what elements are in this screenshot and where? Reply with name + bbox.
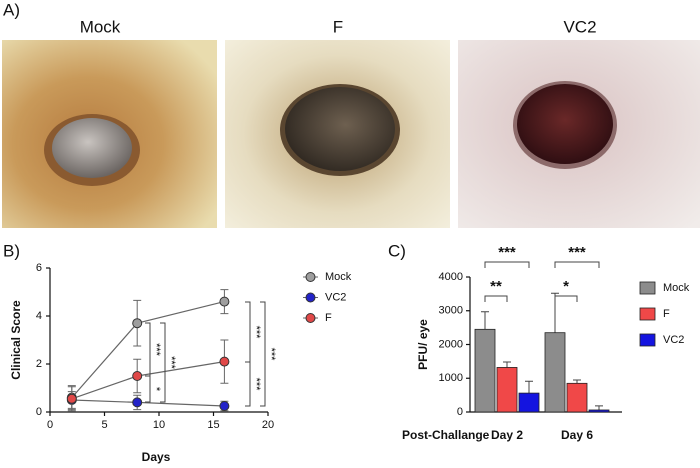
photo <box>225 40 450 228</box>
significance-label: *** <box>265 348 277 362</box>
x-tick-label: 15 <box>207 419 219 431</box>
significance-bracket <box>160 322 166 403</box>
significance-bracket <box>484 295 508 302</box>
significance-bracket <box>245 361 251 407</box>
bar <box>588 409 610 413</box>
legend-label: VC2 <box>663 334 684 346</box>
significance-label: *** <box>250 378 262 392</box>
series-line <box>71 301 225 398</box>
y-tick-label: 0 <box>457 406 463 418</box>
y-axis-label: Clinical Score <box>9 300 23 380</box>
x-tick-label: 0 <box>47 419 53 431</box>
significance-bracket <box>484 261 530 268</box>
series-line <box>71 399 225 407</box>
significance-label: * <box>563 278 569 295</box>
point <box>219 401 230 411</box>
photo-label: F <box>333 17 343 36</box>
y-tick-label: 2000 <box>439 338 463 350</box>
significance-bracket <box>554 261 600 268</box>
significance-label: *** <box>250 326 262 340</box>
error-bar <box>481 311 489 330</box>
x-tick-label: Day 6 <box>561 428 593 442</box>
y-tick-label: 1000 <box>439 372 463 384</box>
photo-label: VC2 <box>563 17 596 36</box>
point <box>132 371 143 381</box>
legend-marker <box>305 292 316 303</box>
y-tick-label: 4000 <box>439 271 463 283</box>
point <box>219 356 230 367</box>
photo <box>2 40 217 228</box>
bar <box>496 367 518 413</box>
point <box>219 296 230 307</box>
y-tick-label: 6 <box>36 262 42 274</box>
error-bar <box>595 405 603 410</box>
significance-label: *** <box>165 356 177 370</box>
legend-label: F <box>663 308 670 320</box>
y-tick-label: 0 <box>36 406 42 418</box>
photo <box>458 40 700 228</box>
error-bar <box>573 379 581 384</box>
panel-label: C) <box>388 241 406 260</box>
legend-marker <box>305 272 316 282</box>
legend-label: F <box>325 312 332 324</box>
error-bar <box>525 380 533 394</box>
x-tick-label: 5 <box>101 419 107 431</box>
y-tick-label: 4 <box>36 310 42 322</box>
x-tick-label: 10 <box>153 419 165 431</box>
y-tick-label: 2 <box>36 358 42 370</box>
significance-label: * <box>150 387 162 392</box>
significance-bracket <box>145 375 151 403</box>
significance-label: *** <box>568 244 586 261</box>
photo-label: Mock <box>80 17 121 36</box>
significance-bracket <box>145 322 151 377</box>
significance-label: *** <box>150 343 162 357</box>
error-bar <box>503 361 511 368</box>
significance-label: ** <box>490 278 502 295</box>
panel-label: B) <box>3 241 20 260</box>
legend-label: VC2 <box>325 291 346 303</box>
significance-bracket <box>260 301 266 407</box>
legend-swatch <box>639 307 656 321</box>
y-tick-label: 3000 <box>439 305 463 317</box>
bar <box>518 392 540 413</box>
legend-label: Mock <box>325 271 352 283</box>
x-tick-label: Day 2 <box>491 428 523 442</box>
legend-swatch <box>639 281 656 295</box>
series-line <box>71 361 225 400</box>
significance-label: *** <box>498 244 516 261</box>
x-axis-label: Days <box>142 450 171 464</box>
legend-label: Mock <box>663 282 690 294</box>
legend-marker <box>305 313 316 323</box>
point <box>132 318 143 329</box>
legend-swatch <box>639 333 656 347</box>
bar <box>566 382 588 413</box>
panel-label: A) <box>3 0 20 19</box>
x-tick-label: 20 <box>262 419 274 431</box>
point <box>132 397 143 408</box>
significance-bracket <box>554 295 578 302</box>
bar <box>544 332 566 413</box>
y-axis-label: PFU/ eye <box>416 319 430 370</box>
significance-bracket <box>245 301 251 363</box>
x-axis-label: Post-Challange <box>402 428 490 442</box>
point <box>66 393 77 404</box>
bar <box>474 328 496 413</box>
